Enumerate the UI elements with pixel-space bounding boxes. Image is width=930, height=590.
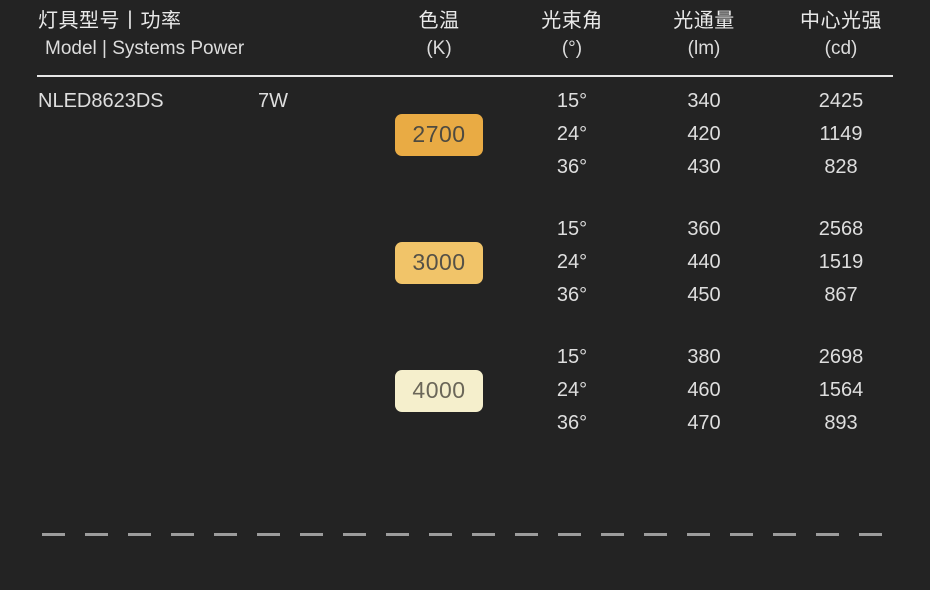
- header-center-intensity: 中心光强 (cd): [756, 8, 926, 62]
- center-intensity-value: 867: [824, 284, 858, 306]
- header-cct-unit: (K): [426, 38, 452, 59]
- bottom-dashed-divider: [42, 533, 890, 536]
- beam-angle-value: 24°: [556, 251, 588, 273]
- beam-angle-value: 36°: [556, 284, 588, 306]
- photometric-table: 灯具型号丨功率 Model | Systems Power 色温 (K) 光束角…: [37, 8, 930, 440]
- header-luminous-flux-unit: (lm): [687, 38, 721, 59]
- table-body: NLED8623DS 7W 2700 15° 340 2425 24° 420 …: [38, 77, 930, 440]
- model-value: NLED8623DS: [38, 90, 164, 112]
- luminous-flux-value: 380: [687, 346, 721, 368]
- cct-group-3000: 3000 15° 360 2568 24° 440 1519 36° 450 8…: [38, 213, 930, 312]
- center-intensity-value: 2568: [818, 218, 864, 240]
- center-intensity-value: 1519: [818, 251, 864, 273]
- beam-angle-value: 24°: [556, 379, 588, 401]
- header-model-power: 灯具型号丨功率 Model | Systems Power: [38, 8, 386, 62]
- beam-angle-value: 36°: [556, 412, 588, 434]
- luminous-flux-value: 450: [687, 284, 721, 306]
- power-value: 7W: [258, 90, 288, 112]
- luminous-flux-value: 340: [687, 90, 721, 112]
- center-intensity-value: 1149: [819, 123, 863, 145]
- header-beam-angle: 光束角 (°): [492, 8, 652, 62]
- center-intensity-value: 2698: [818, 346, 864, 368]
- center-intensity-value: 828: [824, 156, 858, 178]
- header-model-power-zh: 灯具型号丨功率: [38, 10, 182, 32]
- luminous-flux-value: 440: [687, 251, 721, 273]
- beam-angle-value: 15°: [556, 90, 588, 112]
- cct-badge-wrap: 2700: [386, 85, 492, 184]
- cct-badge-wrap: 3000: [386, 213, 492, 312]
- header-model-power-en: Model | Systems Power: [45, 38, 245, 59]
- cct-badge-2700: 2700: [395, 113, 483, 156]
- luminous-flux-value: 360: [687, 218, 721, 240]
- center-intensity-value: 2425: [818, 90, 864, 112]
- cct-badge-wrap: 4000: [386, 341, 492, 440]
- beam-angle-value: 24°: [556, 123, 588, 145]
- luminous-flux-value: 420: [687, 123, 721, 145]
- beam-angle-value: 15°: [556, 346, 588, 368]
- header-luminous-flux-zh: 光通量: [673, 10, 735, 32]
- cct-group-4000: 4000 15° 380 2698 24° 460 1564 36° 470 8…: [38, 341, 930, 440]
- table-header: 灯具型号丨功率 Model | Systems Power 色温 (K) 光束角…: [38, 8, 930, 62]
- luminous-flux-value: 470: [687, 412, 721, 434]
- center-intensity-value: 1564: [818, 379, 864, 401]
- header-cct: 色温 (K): [386, 8, 492, 62]
- header-luminous-flux: 光通量 (lm): [652, 8, 756, 62]
- cct-badge-4000: 4000: [395, 369, 483, 412]
- cct-group-2700: NLED8623DS 7W 2700 15° 340 2425 24° 420 …: [38, 85, 930, 184]
- header-cct-zh: 色温: [418, 10, 460, 32]
- header-center-intensity-zh: 中心光强: [800, 10, 882, 32]
- header-beam-angle-zh: 光束角: [541, 10, 603, 32]
- center-intensity-value: 893: [824, 412, 858, 434]
- beam-angle-value: 15°: [556, 218, 588, 240]
- cct-badge-3000: 3000: [395, 241, 483, 284]
- beam-angle-value: 36°: [556, 156, 588, 178]
- header-divider: [37, 75, 893, 77]
- luminous-flux-value: 430: [687, 156, 721, 178]
- header-center-intensity-unit: (cd): [824, 38, 858, 59]
- header-beam-angle-unit: (°): [561, 38, 583, 59]
- luminous-flux-value: 460: [687, 379, 721, 401]
